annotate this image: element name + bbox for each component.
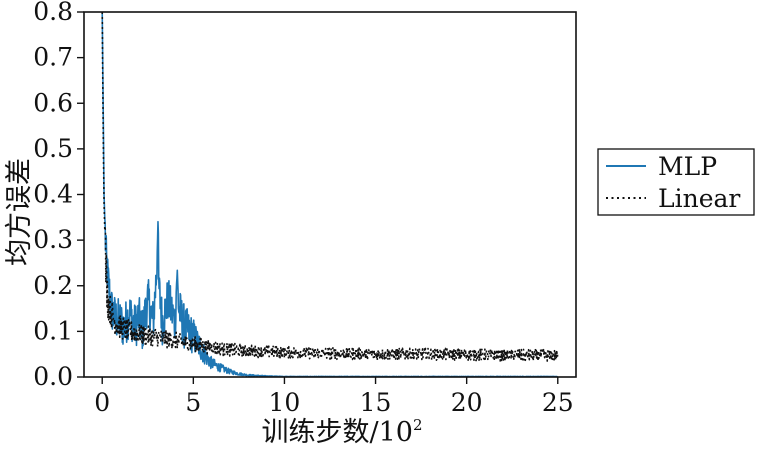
- legend-box: [597, 148, 755, 216]
- y-tick-label: 0.1: [33, 316, 73, 345]
- x-tick-label: 0: [94, 388, 110, 417]
- series-line-mlp: [101, 11, 559, 378]
- x-tick-label: 10: [269, 388, 301, 417]
- legend-label-mlp: MLP: [658, 152, 717, 181]
- y-tick-label: 0.0: [33, 362, 73, 391]
- x-tick-label: 15: [360, 388, 392, 417]
- x-tick-label: 5: [185, 388, 201, 417]
- x-axis-label-main: 训练步数/10: [262, 417, 413, 448]
- x-tick-label: 20: [451, 388, 483, 417]
- x-axis-label-exponent: 2: [413, 416, 423, 434]
- x-axis-label: 训练步数/102: [262, 416, 423, 448]
- y-tick-label: 0.3: [33, 225, 73, 254]
- legend-label-linear: Linear: [658, 184, 740, 213]
- y-tick-label: 0.2: [33, 271, 73, 300]
- x-tick-label: 25: [542, 388, 574, 417]
- plot-frame: [83, 11, 577, 378]
- y-axis-label: 均方误差: [4, 158, 35, 266]
- y-axis-ticks: 0.0 0.1 0.2 0.3 0.4 0.5 0.6 0.7 0.8: [33, 0, 84, 391]
- legend: MLP Linear: [597, 148, 755, 216]
- plot-series: [101, 11, 559, 378]
- x-axis-ticks: 0 5 10 15 20 25: [94, 377, 574, 417]
- y-tick-label: 0.4: [33, 180, 73, 209]
- y-tick-label: 0.6: [33, 88, 73, 117]
- series-line-linear: [101, 11, 559, 363]
- y-tick-label: 0.5: [33, 134, 73, 163]
- y-tick-label: 0.7: [33, 43, 73, 72]
- y-tick-label: 0.8: [33, 0, 73, 26]
